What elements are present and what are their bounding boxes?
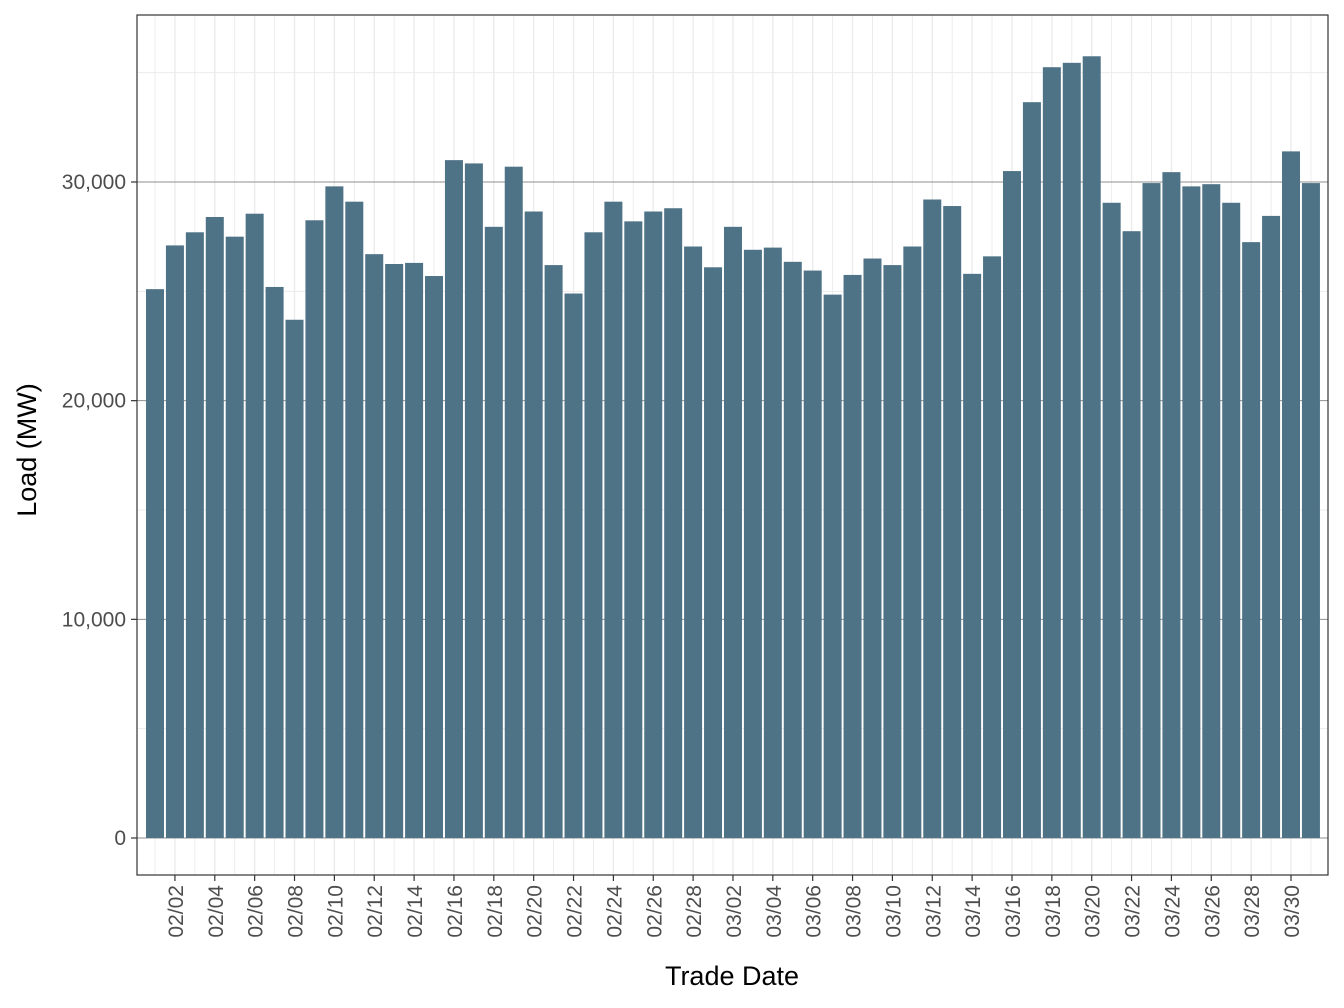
bar-series xyxy=(146,56,1320,839)
bar xyxy=(1262,215,1281,839)
x-tick-label: 02/24 xyxy=(603,885,626,938)
bar xyxy=(1282,151,1301,839)
bar xyxy=(524,211,543,838)
bar xyxy=(723,226,742,838)
bar xyxy=(1242,242,1261,839)
x-tick-label: 02/14 xyxy=(404,885,427,938)
x-tick-label: 03/12 xyxy=(922,885,945,938)
bar xyxy=(644,211,663,838)
y-axis-title: Load (MW) xyxy=(12,383,42,517)
bar xyxy=(664,208,683,839)
bar xyxy=(464,163,483,838)
bar xyxy=(923,199,942,838)
bar xyxy=(883,265,902,838)
bar xyxy=(405,262,424,838)
x-tick-label: 03/30 xyxy=(1281,885,1304,938)
bar xyxy=(564,293,583,838)
bar xyxy=(1062,62,1081,839)
bar xyxy=(584,232,603,838)
x-tick-label: 02/10 xyxy=(324,885,347,938)
bar xyxy=(783,261,802,838)
x-tick-label: 03/24 xyxy=(1161,885,1184,938)
bar xyxy=(803,270,822,838)
bar xyxy=(365,254,384,838)
bar xyxy=(684,246,703,839)
x-tick-label: 02/28 xyxy=(683,885,706,938)
bar xyxy=(1022,102,1041,839)
x-tick-label: 02/08 xyxy=(285,885,308,938)
bar xyxy=(1142,183,1161,839)
bar xyxy=(165,245,184,838)
bar xyxy=(903,246,922,839)
y-tick-label: 30,000 xyxy=(62,171,126,194)
x-tick-label: 03/02 xyxy=(723,885,746,938)
bar xyxy=(225,236,244,838)
bar xyxy=(1122,231,1141,838)
y-axis: 0 10,000 20,000 30,000 xyxy=(62,171,137,850)
bar xyxy=(444,160,463,839)
bar xyxy=(285,319,304,838)
bar xyxy=(205,216,224,838)
x-tick-label: 02/06 xyxy=(245,885,268,938)
x-tick-label: 02/16 xyxy=(444,885,467,938)
x-tick-label: 02/04 xyxy=(205,885,228,938)
bar xyxy=(743,249,762,838)
bar xyxy=(963,273,982,839)
x-tick-label: 03/08 xyxy=(843,885,866,938)
x-tick-label: 03/26 xyxy=(1201,885,1224,938)
bar xyxy=(1182,186,1201,838)
bar xyxy=(425,276,444,838)
bar xyxy=(185,232,204,838)
x-tick-label: 02/26 xyxy=(643,885,666,938)
bar xyxy=(325,186,344,838)
bar xyxy=(1222,202,1241,839)
bar xyxy=(544,265,563,838)
bar xyxy=(624,221,643,839)
x-tick-label: 02/12 xyxy=(364,885,387,938)
x-tick-label: 02/02 xyxy=(165,885,188,938)
x-tick-label: 02/20 xyxy=(524,885,547,938)
bar xyxy=(943,206,962,838)
bar xyxy=(265,286,284,839)
bar xyxy=(504,166,523,838)
bar xyxy=(863,258,882,838)
x-tick-label: 03/16 xyxy=(1002,885,1025,938)
bar xyxy=(704,267,723,838)
x-axis-title: Trade Date xyxy=(665,961,799,991)
x-tick-label: 03/06 xyxy=(803,885,826,938)
x-tick-label: 03/22 xyxy=(1122,885,1145,938)
bar xyxy=(146,289,164,838)
x-tick-label: 03/10 xyxy=(882,885,905,938)
y-tick-label: 20,000 xyxy=(62,390,126,413)
y-tick-label: 0 xyxy=(114,827,126,850)
bar xyxy=(1301,183,1320,839)
bar xyxy=(763,247,782,839)
bar xyxy=(1202,184,1221,839)
bar xyxy=(843,274,862,838)
x-tick-label: 03/28 xyxy=(1241,885,1264,938)
bar xyxy=(345,201,364,838)
bar xyxy=(1002,171,1021,839)
bar xyxy=(1102,202,1121,839)
bar xyxy=(484,226,503,838)
x-tick-label: 02/18 xyxy=(484,885,507,938)
bar xyxy=(604,201,623,838)
bar xyxy=(823,294,842,838)
x-tick-label: 03/18 xyxy=(1042,885,1065,938)
bar xyxy=(1082,56,1101,839)
x-tick-label: 03/20 xyxy=(1082,885,1105,938)
y-tick-label: 10,000 xyxy=(62,608,126,631)
bar xyxy=(385,264,404,838)
bar xyxy=(983,256,1002,838)
x-tick-label: 03/04 xyxy=(763,885,786,938)
bar xyxy=(305,220,324,838)
x-axis: 02/02 02/04 02/06 02/08 02/10 02/12 02/14 02/16… xyxy=(165,875,1304,938)
bar xyxy=(1042,67,1061,838)
x-tick-label: 03/14 xyxy=(962,885,985,938)
x-tick-label: 02/22 xyxy=(564,885,587,938)
bar xyxy=(1162,172,1181,838)
bar xyxy=(245,213,264,838)
